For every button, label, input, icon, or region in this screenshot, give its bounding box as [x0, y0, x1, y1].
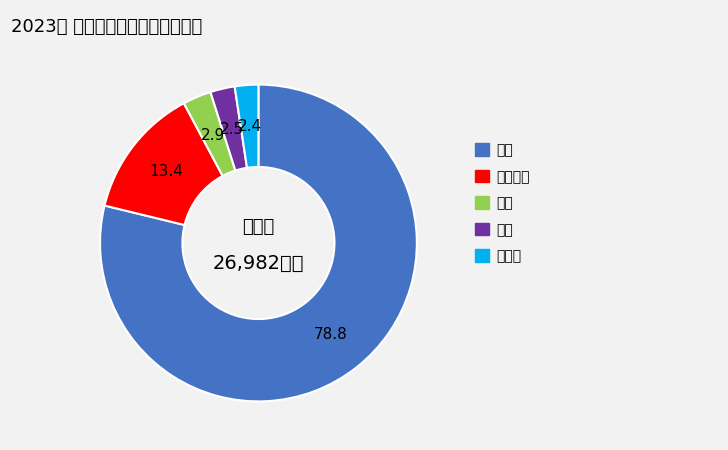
Text: 2.4: 2.4: [237, 119, 262, 135]
Wedge shape: [105, 103, 223, 225]
Wedge shape: [184, 92, 235, 176]
Text: 2.9: 2.9: [201, 128, 226, 143]
Wedge shape: [210, 86, 247, 171]
Text: 13.4: 13.4: [149, 164, 183, 179]
Text: 78.8: 78.8: [314, 327, 347, 342]
Wedge shape: [100, 85, 417, 401]
Text: 26,982万円: 26,982万円: [213, 254, 304, 273]
Wedge shape: [234, 85, 258, 168]
Text: 2023年 輸出相手国のシェア（％）: 2023年 輸出相手国のシェア（％）: [11, 18, 202, 36]
Legend: 中国, イタリア, 韓国, タイ, その他: 中国, イタリア, 韓国, タイ, その他: [471, 139, 534, 267]
Text: 総　額: 総 額: [242, 218, 274, 236]
Text: 2.5: 2.5: [220, 122, 244, 137]
